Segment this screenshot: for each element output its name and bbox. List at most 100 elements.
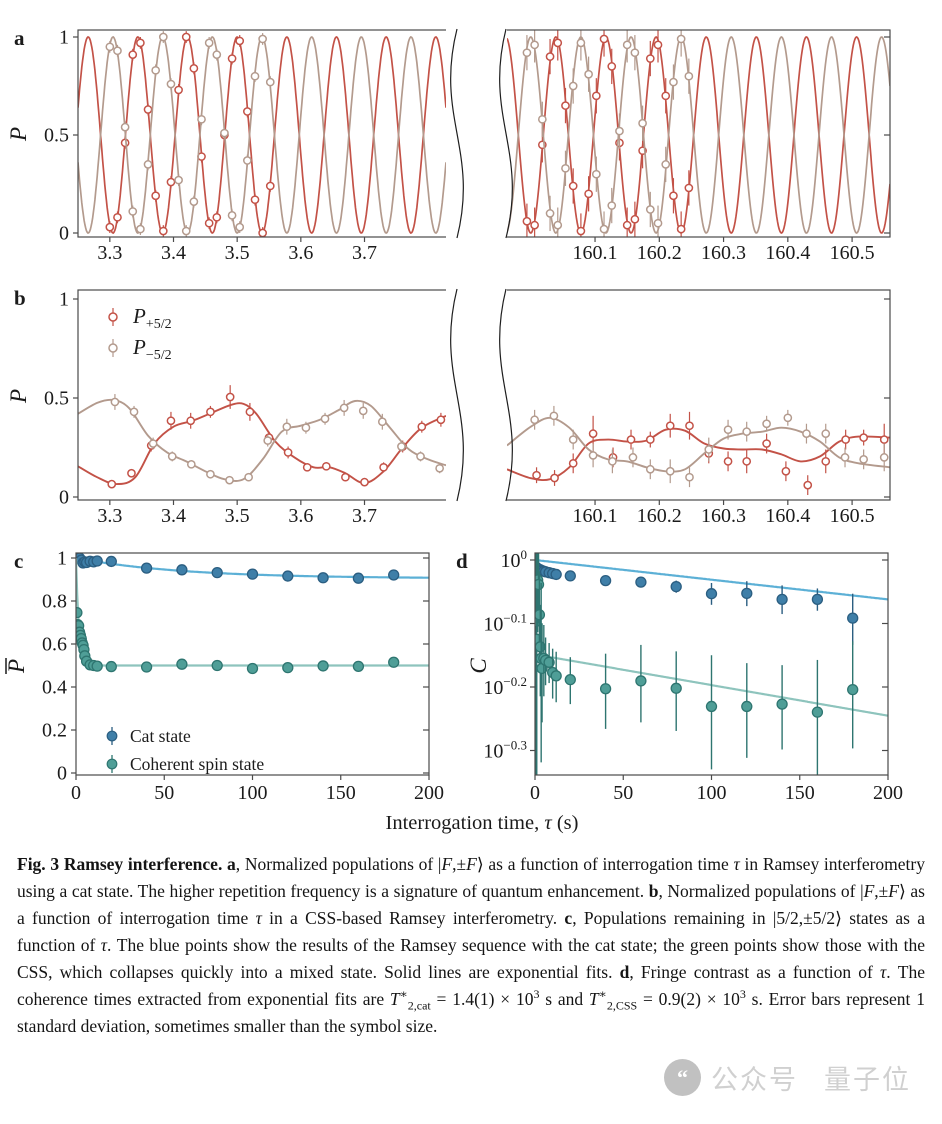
figure-canvas: 0 0.5 1 a P 3.3 3.4 3.5 3.6 3.7 160.1 160.2 160.3 160… — [4, 26, 903, 834]
data-point — [599, 574, 612, 587]
x-tick-label: 100 — [697, 782, 727, 804]
data-point — [859, 455, 869, 464]
data-point — [227, 54, 237, 63]
caption-segment: , Normalized populations of | — [235, 854, 442, 874]
x-tick-label: 160.2 — [637, 242, 682, 264]
caption-segment: F — [888, 881, 899, 901]
data-point — [665, 421, 675, 431]
data-point — [110, 397, 120, 407]
data-point — [360, 477, 369, 487]
quote-logo-icon: “ — [664, 1059, 701, 1096]
data-point — [645, 205, 655, 214]
series-cat-state — [76, 553, 429, 584]
data-point — [635, 576, 647, 588]
data-point — [282, 422, 292, 432]
data-point — [301, 423, 311, 433]
data-point — [377, 417, 387, 427]
series-p-minus-5-2 — [78, 30, 890, 237]
y-tick-label: 0 — [59, 487, 69, 509]
data-point — [176, 564, 188, 576]
x-tick-label: 150 — [785, 782, 815, 804]
data-point — [245, 407, 255, 417]
data-point — [811, 593, 824, 606]
data-point — [599, 34, 609, 44]
x-tick-label: 160.3 — [701, 505, 746, 527]
data-point — [535, 609, 546, 621]
series-css-contrast — [535, 553, 888, 775]
fit-curve — [507, 36, 890, 235]
data-point — [568, 181, 578, 191]
data-point — [522, 216, 532, 226]
data-point — [684, 71, 694, 81]
data-point — [321, 461, 331, 471]
data-point — [742, 457, 752, 466]
data-point — [435, 463, 444, 473]
data-point — [166, 79, 176, 89]
data-point — [166, 416, 176, 426]
y-tick-label: 0.5 — [44, 125, 69, 147]
caption-segment: τ — [733, 854, 740, 874]
figure-caption: Fig. 3 Ramsey interference. a, Normalize… — [17, 851, 925, 1040]
y-tick-label: 0.6 — [42, 634, 67, 656]
caption-segment: ,± — [452, 854, 467, 874]
fit-curve — [507, 416, 890, 473]
data-point — [543, 656, 555, 668]
data-point — [388, 656, 400, 668]
data-point — [250, 71, 260, 81]
data-point — [630, 48, 640, 58]
data-point — [113, 46, 122, 56]
fit-curve — [78, 402, 446, 486]
axis-break-curve — [499, 28, 513, 239]
series-cat-contrast — [535, 558, 888, 645]
caption-segment: ∗ — [399, 987, 408, 1002]
data-point — [227, 211, 237, 220]
svg-text:P: P — [6, 127, 31, 142]
panel-letter-d: d — [456, 549, 468, 573]
data-point — [204, 218, 214, 228]
data-point — [197, 114, 206, 124]
data-point — [148, 439, 158, 448]
x-tick-label: 160.4 — [765, 505, 810, 527]
data-point — [136, 224, 145, 234]
data-point — [776, 593, 788, 606]
data-point — [206, 469, 215, 479]
data-point — [564, 570, 576, 582]
data-point — [143, 105, 153, 114]
data-point — [840, 453, 850, 462]
data-point — [781, 466, 791, 476]
data-point — [352, 660, 365, 673]
data-point — [607, 62, 617, 71]
caption-segment: T — [389, 989, 400, 1009]
svg-text:P−5/2: P−5/2 — [132, 335, 172, 363]
data-point — [317, 660, 329, 672]
caption-segment: = 1.4(1) × 10 — [430, 989, 534, 1009]
data-point — [530, 220, 539, 230]
data-point — [212, 212, 222, 222]
axis-break-mask — [446, 288, 507, 502]
data-point — [379, 462, 388, 472]
data-point — [661, 91, 671, 101]
data-point — [550, 670, 562, 682]
data-point — [821, 429, 831, 438]
data-point — [670, 580, 682, 593]
svg-text:P+5/2: P+5/2 — [132, 304, 172, 332]
axis-break-curve — [499, 288, 513, 502]
svg-text:P: P — [6, 389, 31, 404]
data-point — [250, 195, 260, 205]
data-point — [107, 479, 117, 489]
data-point — [181, 226, 191, 236]
data-point — [608, 457, 617, 466]
data-point — [685, 421, 694, 431]
data-point — [113, 212, 122, 222]
y-tick-label: 0.4 — [42, 677, 67, 699]
data-point — [91, 555, 103, 567]
data-point — [723, 457, 733, 466]
caption-segment: F — [466, 854, 477, 874]
axis-break-mask — [446, 28, 507, 239]
x-axis-label: Interrogation time, τ (s) — [386, 812, 579, 834]
data-point — [859, 433, 869, 442]
data-point — [105, 42, 115, 52]
caption-segment: 3 — [739, 987, 746, 1002]
data-point — [397, 442, 406, 451]
x-tick-label: 160.5 — [830, 505, 875, 527]
